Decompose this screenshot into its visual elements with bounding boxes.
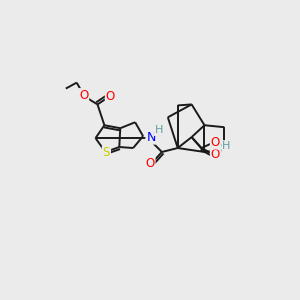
Text: H: H xyxy=(155,125,163,135)
Text: O: O xyxy=(211,148,220,161)
Text: N: N xyxy=(146,130,156,144)
Text: O: O xyxy=(79,89,88,102)
Text: O: O xyxy=(146,158,154,170)
Text: O: O xyxy=(106,90,115,103)
Text: S: S xyxy=(103,146,110,160)
Text: O: O xyxy=(211,136,220,148)
Text: H: H xyxy=(222,141,230,151)
